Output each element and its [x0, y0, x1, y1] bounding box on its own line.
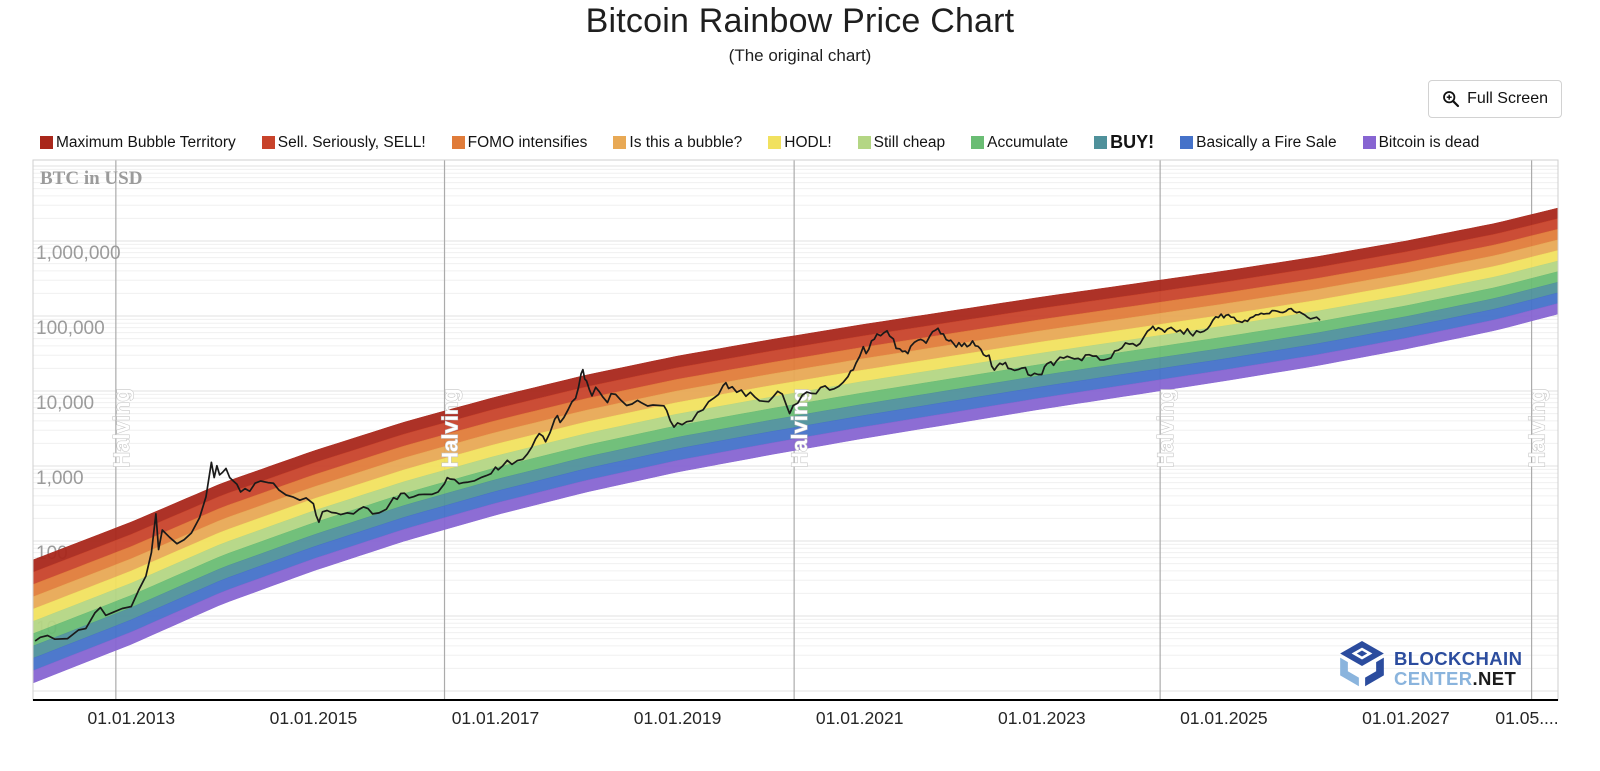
fullscreen-button-label: Full Screen — [1467, 90, 1548, 107]
legend-swatch — [1180, 136, 1194, 149]
watermark-line2-suffix: .NET — [1472, 667, 1517, 689]
legend-item-3[interactable]: Is this a bubble? — [613, 134, 742, 152]
legend-label: FOMO intensifies — [467, 133, 588, 151]
chart-legend: Maximum Bubble Territory Sell. Seriously,… — [40, 132, 1570, 153]
legend-item-7[interactable]: BUY! — [1094, 132, 1154, 153]
x-tick-label: 01.01.2015 — [270, 708, 358, 728]
halving-label: Halving — [438, 388, 463, 467]
x-tick-label: 01.01.2019 — [634, 708, 722, 728]
x-tick-label: 01.05.... — [1495, 708, 1558, 728]
legend-label: Basically a Fire Sale — [1196, 133, 1337, 151]
legend-swatch — [261, 136, 275, 149]
x-tick-label: 01.01.2021 — [816, 708, 904, 728]
legend-item-5[interactable]: Still cheap — [857, 133, 946, 152]
legend-swatch — [768, 136, 782, 149]
x-tick-label: 01.01.2025 — [1180, 708, 1268, 728]
page-title: Bitcoin Rainbow Price Chart — [585, 2, 1015, 40]
price-line — [34, 307, 1321, 642]
magnifier-plus-icon — [1442, 90, 1460, 108]
blockchaincenter-watermark: BLOCKCHAIN CENTER.NET — [1337, 640, 1522, 697]
x-tick-label: 01.01.2027 — [1362, 708, 1450, 728]
legend-item-0[interactable]: Maximum Bubble Territory — [40, 134, 236, 152]
y-tick-label: 1,000,000 — [36, 243, 121, 264]
legend-label: Is this a bubble? — [629, 133, 743, 151]
legend-label: Accumulate — [987, 133, 1069, 151]
legend-label: HODL! — [784, 133, 832, 151]
legend-item-2[interactable]: FOMO intensifies — [451, 133, 588, 152]
legend-swatch — [40, 136, 53, 149]
y-axis-title: BTC in USD — [40, 168, 142, 189]
legend-item-1[interactable]: Sell. Seriously, SELL! — [261, 133, 426, 152]
legend-label: Maximum Bubble Territory — [56, 133, 236, 151]
y-tick-label: 10,000 — [36, 393, 94, 414]
halving-label: Halving — [1525, 388, 1550, 467]
legend-swatch — [1362, 136, 1376, 149]
legend-label: Sell. Seriously, SELL! — [277, 133, 426, 151]
legend-swatch — [613, 136, 627, 149]
watermark-line2: CENTER — [1394, 667, 1473, 689]
legend-label: Still cheap — [873, 133, 946, 151]
legend-swatch — [1094, 136, 1108, 149]
legend-item-4[interactable]: HODL! — [768, 133, 832, 152]
watermark-line1: BLOCKCHAIN — [1394, 647, 1523, 669]
page-subtitle: (The original chart) — [728, 46, 872, 65]
y-tick-label: 1,000 — [36, 468, 84, 489]
x-tick-label: 01.01.2013 — [88, 708, 176, 728]
fullscreen-button[interactable]: Full Screen — [1428, 80, 1562, 118]
blockchaincenter-logo-icon — [1337, 640, 1387, 697]
legend-item-6[interactable]: Accumulate — [971, 134, 1068, 152]
y-tick-label: 100,000 — [36, 318, 105, 339]
x-tick-label: 01.01.2023 — [998, 708, 1086, 728]
legend-label: Bitcoin is dead — [1378, 133, 1480, 151]
legend-item-9[interactable]: Bitcoin is dead — [1362, 133, 1480, 152]
legend-label: BUY! — [1110, 132, 1155, 152]
legend-swatch — [857, 136, 871, 149]
legend-swatch — [971, 136, 985, 149]
x-tick-label: 01.01.2017 — [452, 708, 540, 728]
legend-swatch — [451, 136, 465, 149]
halving-label: Halving — [109, 388, 134, 467]
halving-label: Halving — [1153, 388, 1178, 467]
legend-item-8[interactable]: Basically a Fire Sale — [1180, 133, 1337, 152]
